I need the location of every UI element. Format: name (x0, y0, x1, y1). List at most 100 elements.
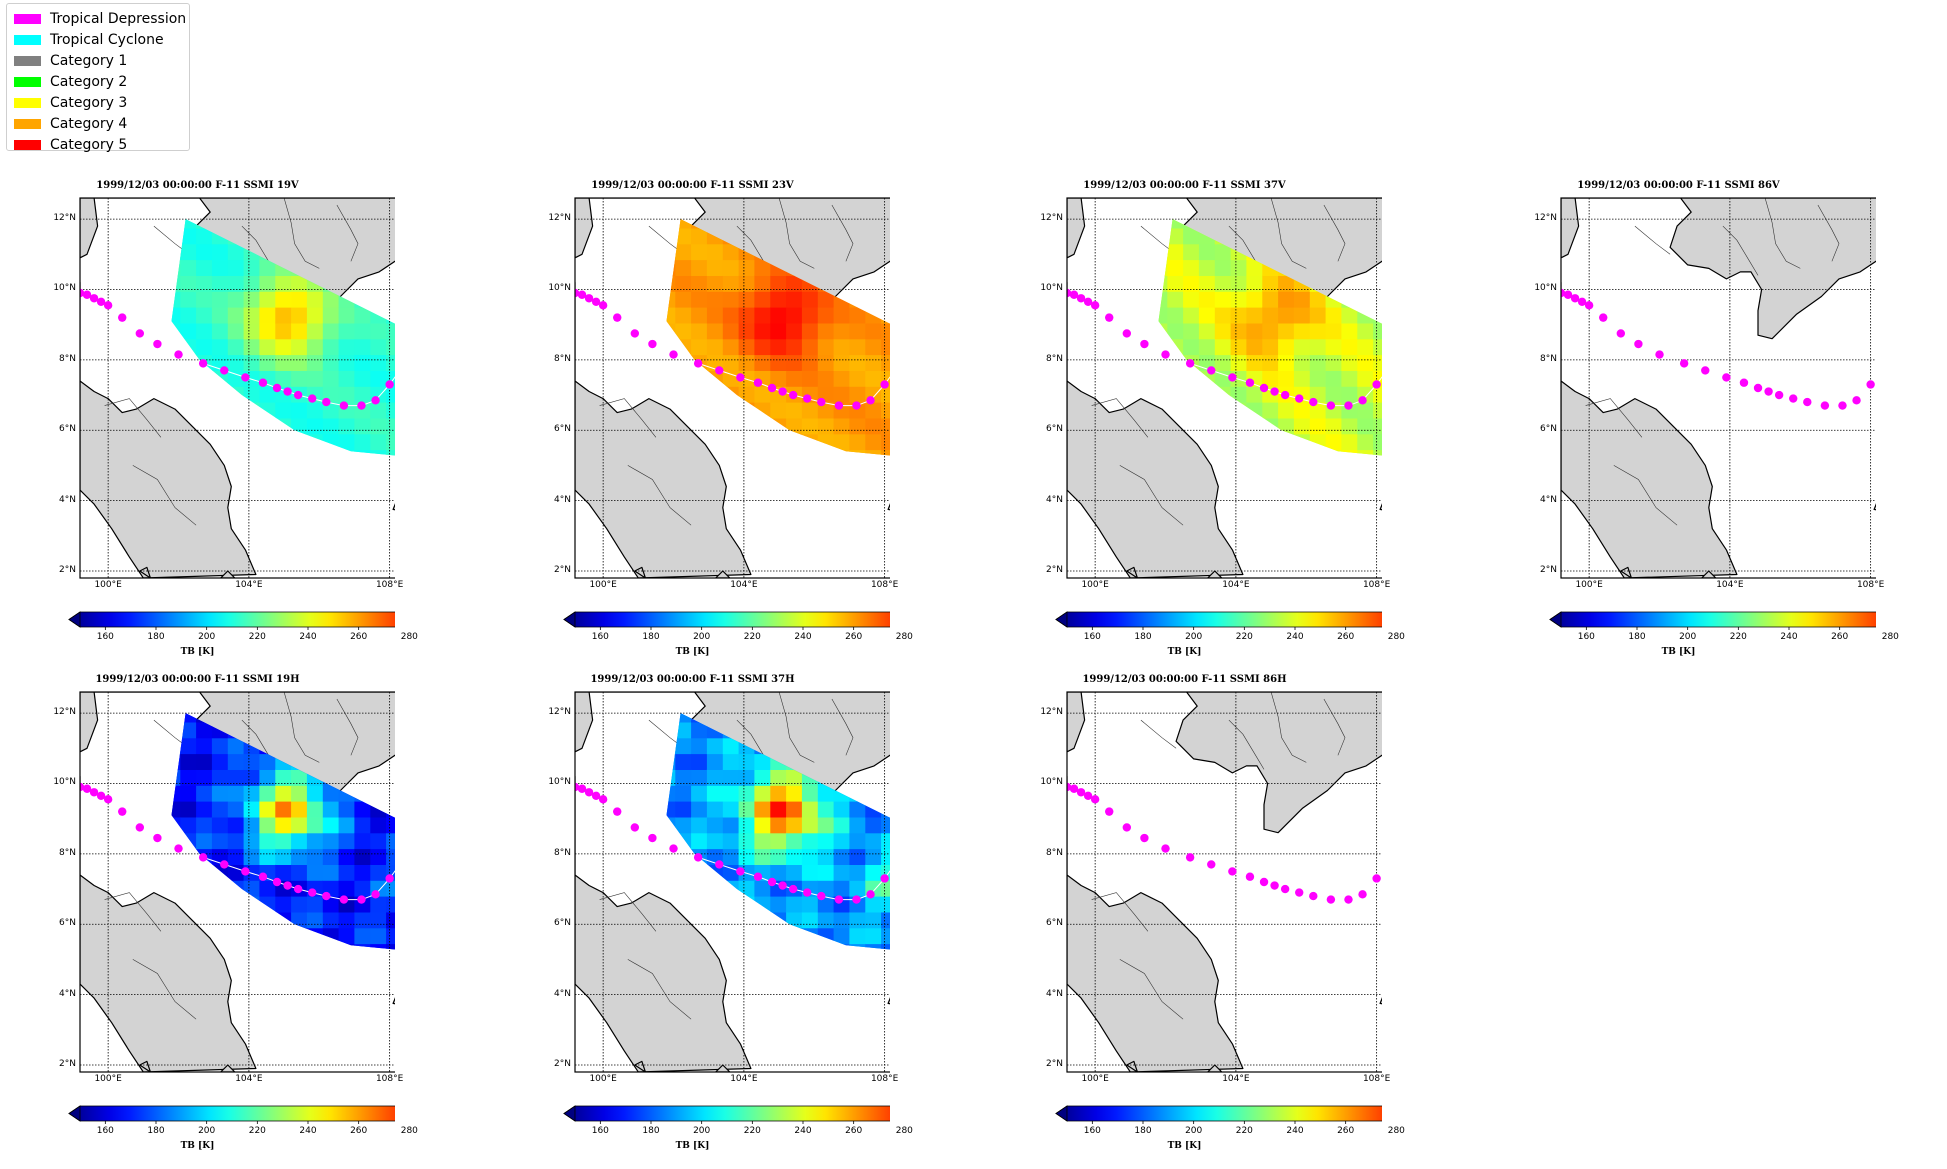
border-line (1119, 465, 1184, 526)
swath-cell (227, 322, 245, 340)
swath-cell (243, 785, 260, 802)
swath-cell (386, 370, 395, 387)
swath-cell (675, 785, 692, 802)
swath-cell (1325, 322, 1342, 340)
swath-cell (865, 338, 882, 356)
track-point (1280, 390, 1290, 400)
swath-cell (227, 801, 245, 818)
swath-cell (754, 275, 771, 292)
swath-cell (801, 801, 819, 818)
swath-cell (180, 713, 197, 723)
landmass (1067, 198, 1086, 259)
map-frame (574, 197, 890, 579)
swath-cell (675, 259, 692, 276)
swath-cell (180, 275, 197, 292)
colorbar-tick-label: 240 (1780, 632, 1798, 642)
track-point (357, 895, 366, 904)
track-point (630, 823, 640, 832)
colorbar-min-extension (68, 1105, 81, 1122)
swath-cell (722, 753, 740, 770)
swath-cell (722, 848, 740, 865)
swath-cell (211, 753, 229, 770)
colorbar-tick-label: 200 (198, 632, 216, 642)
swath-cell (180, 785, 197, 802)
swath-cell (1325, 386, 1342, 403)
track-point (736, 373, 745, 382)
swath-cell (706, 338, 724, 356)
swath-cell (1183, 275, 1200, 292)
latitude-label: 2°N (554, 1058, 571, 1069)
swath-cell (691, 243, 708, 261)
swath-cell (722, 832, 740, 850)
swath-cell (306, 816, 324, 834)
swath-cell (227, 785, 245, 802)
colorbar (563, 611, 890, 628)
landmass (1126, 1060, 1138, 1072)
swath-cell (706, 307, 724, 324)
swath-cell (1198, 291, 1216, 308)
track-point (1207, 860, 1216, 869)
swath-cell (1246, 322, 1263, 340)
swath-cell (881, 911, 890, 929)
swath-cell (786, 832, 803, 850)
swath-cell (1183, 322, 1200, 340)
colorbar-tick-label: 260 (845, 632, 863, 642)
colorbar-tick-label: 240 (794, 1126, 812, 1136)
swath-cell (275, 402, 292, 419)
landmass (1379, 997, 1382, 1005)
latitude-label: 4°N (59, 988, 76, 999)
track-point (82, 784, 92, 793)
track-point (1076, 788, 1086, 797)
swath-cell (1325, 354, 1342, 371)
longitude-label: 104°E (235, 1074, 263, 1084)
legend-swatch (14, 118, 41, 129)
panel-title: 1999/12/03 00:00:00 F-11 SSMI 19H (95, 674, 300, 685)
swath-cell (1341, 433, 1358, 451)
swath-cell (1325, 307, 1342, 324)
swath-cell (1246, 259, 1263, 276)
swath-cell (259, 386, 276, 403)
swath-cell (1293, 322, 1311, 340)
colorbar-tick-label: 280 (400, 1126, 418, 1136)
swath-cell (259, 322, 276, 340)
track-point (103, 795, 113, 804)
track-point (1570, 294, 1580, 303)
track-point (1584, 301, 1594, 310)
track-point (584, 294, 594, 303)
swath-cell (291, 785, 308, 802)
swath-cell (738, 880, 755, 897)
longitude-label: 108°E (870, 1074, 899, 1084)
swath-cell (865, 417, 882, 435)
swath-cell (354, 307, 371, 324)
track-point (89, 788, 99, 797)
swath-cell (786, 785, 803, 802)
swath-cell (291, 801, 308, 818)
swath-cell (675, 322, 692, 340)
swath-cell (338, 832, 355, 850)
swath-cell (1293, 307, 1311, 324)
swath-cell (738, 338, 755, 356)
latitude-label: 10°N (548, 283, 571, 294)
colorbar-tick-label: 260 (845, 1126, 863, 1136)
swath-cell (1373, 322, 1382, 340)
track-point (1372, 380, 1381, 389)
legend-label: Tropical Cyclone (50, 31, 164, 48)
colorbar-tick-label: 220 (1235, 1126, 1253, 1136)
swath-cell (817, 354, 835, 371)
swath-cell (211, 769, 229, 786)
colorbar-tick-label: 280 (895, 632, 913, 642)
swath-cell (849, 322, 866, 340)
swath-cell (275, 769, 292, 786)
latitude-label: 2°N (59, 564, 76, 575)
swath-cell (1214, 307, 1232, 324)
swath-cell (291, 322, 308, 340)
track-point (834, 401, 844, 410)
swath-cell (243, 832, 260, 850)
track-point (715, 860, 724, 869)
swath-cell (722, 769, 740, 786)
swath-cell (706, 259, 724, 276)
swath-cell (306, 896, 324, 913)
swath-cell (259, 275, 276, 292)
colorbar-tick-label: 160 (1083, 632, 1101, 642)
swath-cell (243, 354, 260, 371)
